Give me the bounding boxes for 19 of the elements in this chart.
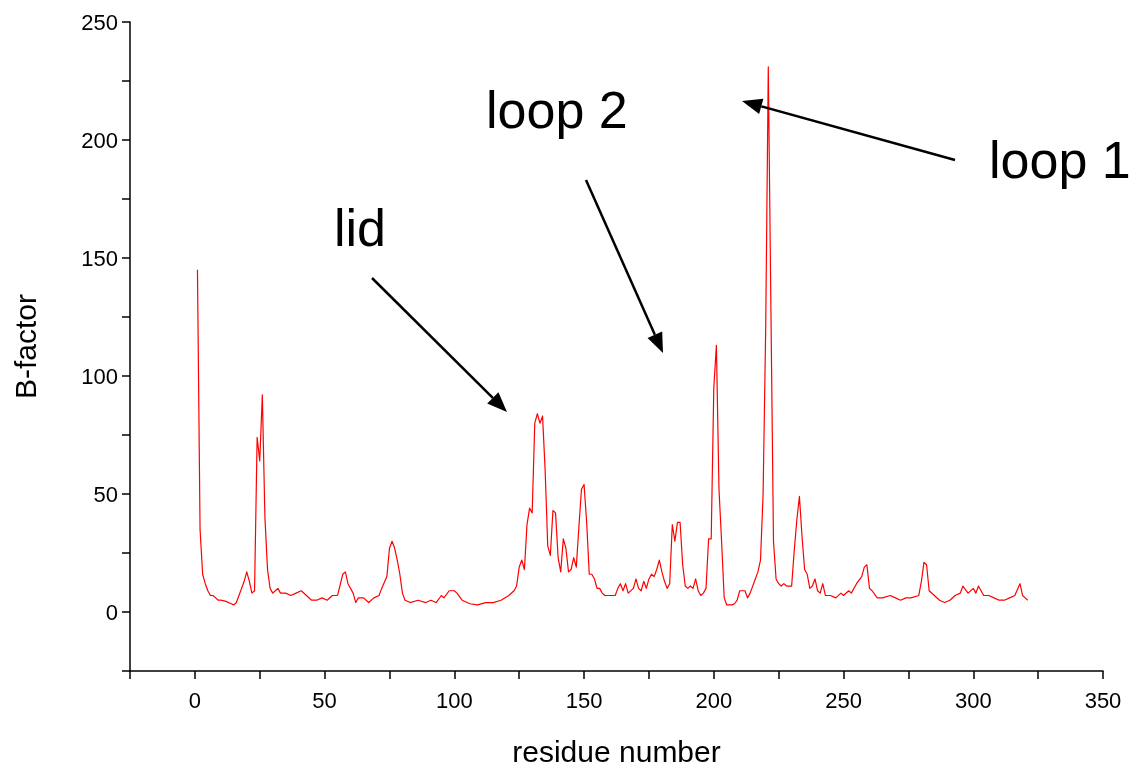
annotation: lid xyxy=(334,199,387,257)
x-tick-label: 0 xyxy=(188,687,201,713)
y-tick-label: 100 xyxy=(81,363,118,389)
y-tick-label: 0 xyxy=(105,599,118,625)
y-axis-title: B-factor xyxy=(8,293,42,400)
y-tick-label: 150 xyxy=(81,245,118,271)
x-tick-label: 350 xyxy=(1084,687,1122,713)
x-axis-title: residue number xyxy=(512,734,721,768)
x-tick-label: 100 xyxy=(435,687,473,713)
annotation: loop 2 xyxy=(486,81,628,139)
y-tick-label: 250 xyxy=(81,9,118,35)
y-tick-label: 50 xyxy=(93,481,118,507)
x-tick-label: 50 xyxy=(312,687,337,713)
annotation: loop 1 xyxy=(989,131,1131,189)
x-tick-label: 300 xyxy=(954,687,992,713)
x-tick-label: 250 xyxy=(825,687,862,713)
y-tick-label: 200 xyxy=(81,127,118,153)
x-tick-label: 200 xyxy=(695,687,733,713)
x-tick-label: 150 xyxy=(565,687,603,713)
